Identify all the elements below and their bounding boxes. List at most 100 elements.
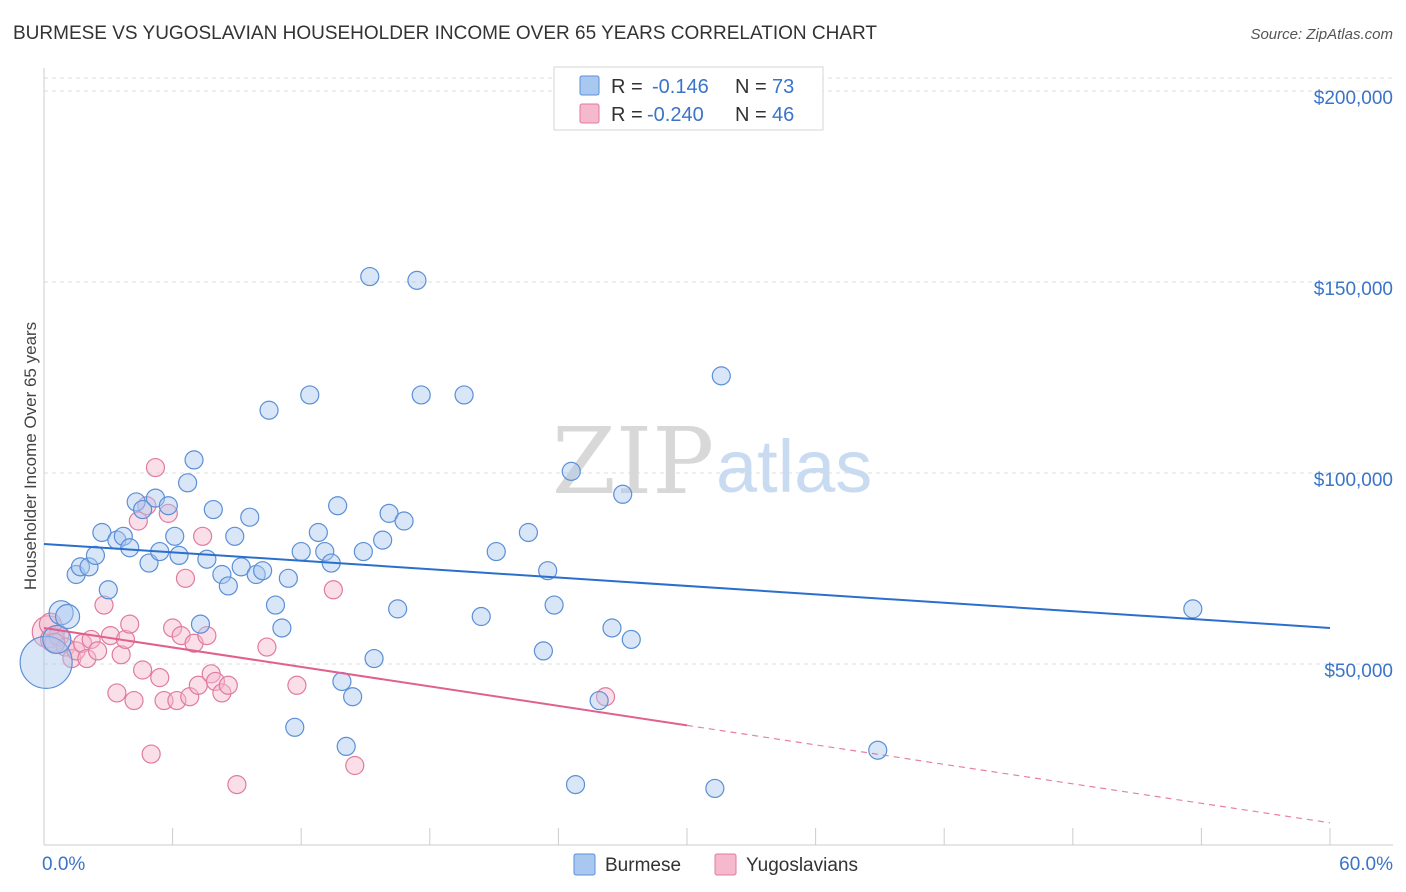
yugoslavians-point-37 [218, 675, 238, 695]
chart-title: BURMESE VS YUGOSLAVIAN HOUSEHOLDER INCOM… [13, 23, 877, 44]
burmese-point-55 [411, 385, 431, 405]
bottom-legend: Burmese Yugoslavians [573, 853, 858, 876]
burmese-point-20 [169, 545, 189, 566]
legend-r-value-yugoslavians: -0.240 [647, 104, 704, 126]
burmese-point-71 [868, 740, 888, 760]
legend-r-label-yugoslavians: R = [611, 104, 643, 126]
burmese-point-56 [454, 385, 474, 405]
burmese-point-36 [278, 568, 298, 588]
x-tick-label-1: 60.0% [1339, 854, 1393, 875]
y-tick-label-2: $150,000 [1314, 279, 1393, 300]
yugoslavians-point-35 [205, 671, 226, 692]
legend-swatch-burmese [579, 75, 600, 96]
burmese-point-22 [184, 450, 204, 470]
yugoslavians-point-22 [150, 668, 170, 688]
burmese-point-43 [328, 496, 348, 516]
yugoslavians-point-9 [87, 641, 108, 661]
burmese-point-68 [621, 629, 641, 650]
burmese-point-0 [19, 635, 73, 689]
x-tick-label-0: 0.0% [42, 854, 85, 875]
burmese-point-29 [231, 557, 251, 577]
burmese-point-72 [1183, 599, 1203, 619]
watermark-atlas: atlas [716, 425, 872, 508]
x-tick-labels: 0.0% 60.0% [42, 854, 1393, 875]
y-axis-label: Householder Income Over 65 years [21, 322, 40, 590]
legend-r-value-burmese: -0.146 [652, 76, 709, 98]
trend-line-yugoslavians-extension [686, 724, 1331, 824]
yugoslavians-point-13 [111, 645, 131, 665]
burmese-point-67 [613, 484, 633, 504]
y-tick-label-3: $200,000 [1314, 88, 1393, 109]
burmese-point-61 [538, 561, 558, 581]
burmese-point-60 [533, 641, 553, 661]
yugoslavians-point-36 [212, 683, 232, 703]
yugoslavians-point-10 [94, 595, 114, 615]
burmese-point-58 [486, 541, 506, 562]
burmese-point-8 [92, 522, 112, 543]
burmese-point-12 [120, 538, 140, 558]
legend-swatch-yugoslavians [579, 103, 600, 124]
bottom-legend-swatch-burmese [573, 853, 596, 876]
burmese-point-1 [42, 624, 72, 655]
burmese-point-30 [240, 507, 260, 527]
burmese-point-57 [471, 606, 491, 627]
burmese-point-46 [343, 687, 363, 707]
yugoslavians-point-42 [345, 755, 365, 776]
y-tick-label-1: $100,000 [1314, 470, 1393, 491]
legend-n-value-yugoslavians: 46 [772, 104, 794, 126]
yugoslavians-point-24 [158, 503, 178, 523]
yugoslavians-point-33 [197, 626, 217, 646]
burmese-point-34 [265, 595, 286, 615]
burmese-point-28 [225, 526, 245, 546]
legend-n-label-burmese: N = [735, 76, 767, 98]
yugoslavians-point-21 [145, 457, 166, 478]
yugoslavians-point-20 [141, 744, 161, 764]
burmese-point-24 [197, 549, 217, 569]
burmese-point-21 [178, 473, 198, 493]
burmese-point-51 [379, 503, 399, 523]
burmese-point-62 [544, 595, 564, 615]
trend-line-burmese [43, 542, 1331, 629]
burmese-point-49 [364, 648, 384, 669]
burmese-point-45 [336, 736, 356, 757]
burmese-point-39 [300, 385, 320, 405]
burmese-point-23 [190, 614, 211, 634]
burmese-point-3 [54, 603, 81, 630]
trend-line-yugoslavians [43, 626, 688, 727]
burmese-point-6 [79, 557, 99, 577]
burmese-point-13 [126, 492, 146, 512]
burmese-point-26 [212, 564, 232, 585]
bottom-legend-label-yugoslavians: Yugoslavians [746, 855, 858, 876]
yugoslavians-point-17 [128, 511, 148, 531]
yugoslavians-point-28 [175, 568, 196, 588]
yugoslavians-point-18 [132, 660, 153, 680]
burmese-point-7 [85, 545, 106, 566]
burmese-point-11 [113, 526, 133, 546]
yugoslavians-point-39 [257, 637, 277, 657]
burmese-point-35 [272, 618, 292, 638]
y-tick-label-0: $50,000 [1324, 661, 1393, 682]
burmese-point-69 [705, 778, 725, 799]
chart-source: Source: ZipAtlas.com [1250, 26, 1393, 43]
burmese-point-32 [253, 561, 273, 581]
burmese-point-41 [315, 541, 335, 562]
legend-n-label-yugoslavians: N = [735, 104, 767, 126]
burmese-point-40 [308, 522, 328, 543]
burmese-point-48 [360, 266, 380, 287]
burmese-point-2 [48, 600, 74, 626]
burmese-point-66 [602, 618, 622, 638]
y-tick-labels: $50,000 $100,000 $150,000 $200,000 [1314, 88, 1393, 682]
burmese-point-52 [388, 599, 408, 619]
yugoslavians-point-32 [193, 526, 213, 546]
burmese-point-64 [565, 774, 586, 795]
burmese-point-59 [518, 522, 538, 543]
yugoslavians-point-15 [120, 614, 140, 634]
watermark: ZIP atlas [552, 408, 872, 515]
burmese-point-54 [407, 270, 427, 290]
yugoslavians-point-7 [77, 648, 97, 669]
axes [43, 68, 1393, 846]
burmese-point-44 [332, 671, 352, 692]
burmese-point-38 [291, 541, 311, 562]
burmese-point-27 [218, 576, 238, 596]
yugoslavians-point-26 [167, 690, 187, 711]
